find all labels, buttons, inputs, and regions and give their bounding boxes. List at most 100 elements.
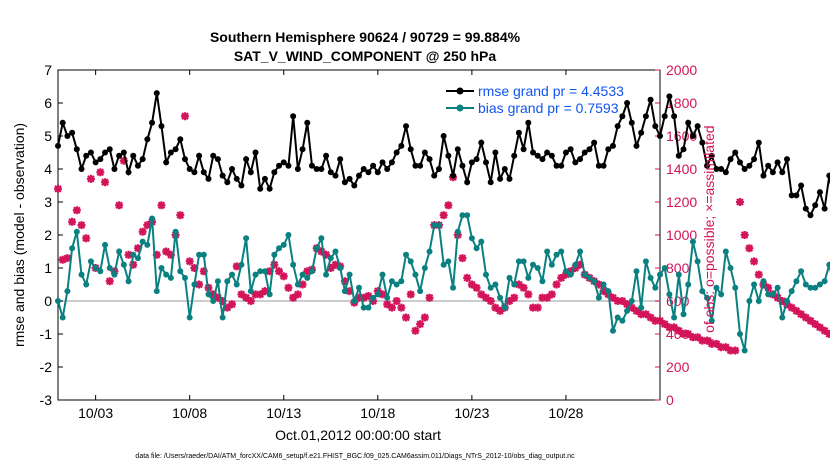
rmse-point	[708, 152, 715, 159]
bias-point	[732, 284, 739, 291]
bias-point	[685, 281, 692, 288]
bias-point	[163, 271, 170, 278]
left-tick-label: 6	[44, 95, 52, 111]
assimilated-marker	[646, 313, 655, 322]
bias-point	[191, 281, 198, 288]
x-tick-label: 10/08	[172, 405, 207, 421]
rmse-point	[106, 146, 113, 153]
bias-point	[680, 311, 687, 318]
bias-point	[257, 268, 264, 275]
rmse-point	[214, 156, 221, 163]
rmse-point	[492, 149, 499, 156]
bias-point	[614, 314, 621, 321]
bias-point	[539, 278, 546, 285]
rmse-point	[765, 162, 772, 169]
assimilated-marker	[232, 262, 241, 271]
bias-point	[609, 327, 616, 334]
x-axis-label: Oct.01,2012 00:00:00 start	[275, 427, 441, 443]
bias-point	[520, 258, 527, 265]
rmse-point	[605, 146, 612, 153]
rmse-point	[821, 205, 828, 212]
assimilated-marker	[68, 217, 77, 226]
assimilated-marker	[129, 260, 138, 269]
assimilated-marker	[750, 257, 759, 266]
rmse-point	[360, 166, 367, 172]
rmse-point	[172, 146, 179, 153]
bias-point	[276, 245, 283, 252]
rmse-point	[271, 169, 278, 176]
assimilated-marker	[656, 316, 664, 325]
rmse-point	[638, 129, 645, 136]
rmse-point	[200, 169, 207, 176]
rmse-point	[511, 152, 518, 159]
rmse-point	[746, 162, 753, 169]
right-tick-label: 1000	[666, 227, 697, 243]
bias-point	[741, 347, 748, 354]
bias-point	[280, 241, 287, 248]
bias-point	[290, 261, 297, 268]
assimilated-marker	[707, 339, 716, 348]
rmse-point	[78, 166, 85, 172]
rmse-point	[647, 96, 654, 103]
legend-bias-marker	[456, 104, 464, 112]
rmse-point	[473, 156, 480, 163]
bias-point	[666, 291, 673, 298]
bias-point	[243, 235, 250, 242]
assimilated-marker	[190, 264, 199, 272]
rmse-point	[774, 159, 781, 166]
rmse-point	[186, 166, 193, 172]
bias-point	[642, 258, 649, 265]
bias-point	[812, 284, 819, 291]
rmse-point	[779, 169, 786, 176]
bias-point	[769, 291, 776, 298]
bias-point	[605, 288, 612, 295]
bias-point	[657, 271, 663, 278]
assimilated-marker	[576, 260, 585, 269]
assimilated-marker	[289, 293, 298, 302]
bias-point	[130, 251, 137, 258]
assimilated-marker	[726, 346, 735, 355]
rmse-point	[294, 166, 301, 172]
rmse-point	[581, 149, 588, 156]
assimilated-marker	[82, 234, 91, 243]
assimilated-marker	[458, 254, 467, 263]
bias-point	[229, 271, 236, 278]
bias-point	[722, 248, 729, 255]
assimilated-marker	[717, 343, 726, 352]
rmse-point	[125, 169, 132, 176]
assimilated-marker	[359, 293, 368, 302]
assimilated-marker	[420, 313, 429, 322]
bias-point	[426, 248, 433, 255]
bias-point	[83, 281, 90, 288]
rmse-point	[567, 146, 574, 153]
rmse-point	[421, 149, 428, 156]
assimilated-marker	[735, 198, 744, 206]
assimilated-marker	[651, 316, 660, 325]
bias-point	[398, 278, 405, 285]
rmse-point	[83, 152, 90, 159]
bias-point	[205, 291, 212, 298]
bias-point	[779, 314, 786, 321]
rmse-point	[308, 162, 315, 169]
rmse-point	[680, 146, 687, 153]
rmse-point	[59, 119, 66, 126]
assimilated-marker	[256, 290, 265, 299]
rmse-point	[572, 159, 579, 166]
assimilated-marker	[166, 250, 175, 259]
rmse-series	[55, 90, 830, 219]
bias-point	[821, 278, 828, 285]
rmse-point	[501, 166, 508, 172]
rmse-point	[163, 159, 170, 166]
bias-point	[515, 258, 522, 265]
rmse-point	[520, 146, 527, 153]
bias-point	[247, 288, 254, 295]
assimilated-marker	[613, 297, 622, 305]
right-tick-label: 800	[666, 260, 690, 276]
bias-point	[798, 268, 805, 275]
rmse-point	[73, 146, 80, 153]
assimilated-marker	[326, 264, 335, 272]
assimilated-marker	[58, 255, 67, 264]
rmse-point	[196, 152, 203, 159]
legend-rmse-label: rmse grand pr = 4.4533	[478, 83, 624, 99]
